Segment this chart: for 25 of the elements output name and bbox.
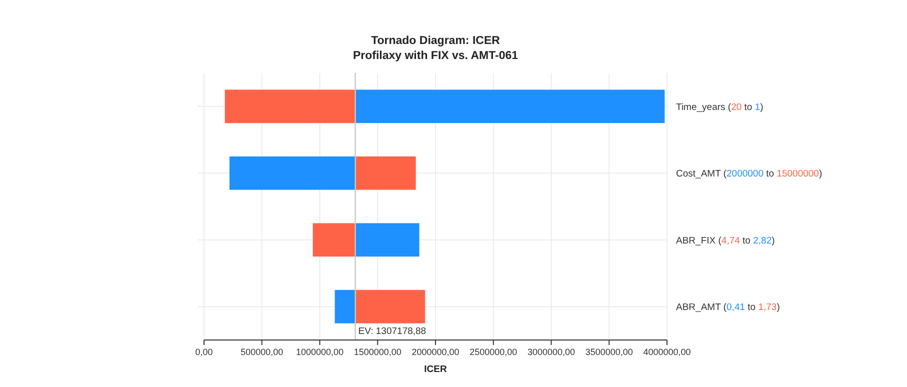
- bar: [356, 223, 420, 257]
- y-tick-label: Time_years (20 to 1): [676, 102, 764, 113]
- bar: [334, 290, 356, 324]
- chart-title: Tornado Diagram: ICER: [371, 35, 501, 47]
- x-tick-label: 1500000,00: [354, 347, 402, 357]
- x-tick-label: 4000000,00: [643, 347, 691, 357]
- bar: [224, 90, 356, 124]
- y-tick-label: ABR_FIX (4,74 to 2,82): [676, 235, 775, 246]
- x-axis-title: ICER: [424, 364, 447, 375]
- bar: [356, 290, 426, 324]
- x-tick-label: 500000,00: [240, 347, 284, 357]
- chart-subtitle: Profilaxy with FIX vs. AMT-061: [352, 50, 519, 62]
- x-tick-label: 2000000,00: [412, 347, 460, 357]
- x-tick-label: 2500000,00: [470, 347, 518, 357]
- x-tick-label: 3500000,00: [585, 347, 633, 357]
- bar: [356, 90, 665, 124]
- bar: [229, 156, 356, 190]
- bar: [356, 156, 416, 190]
- x-tick-label: 3000000,00: [527, 347, 576, 357]
- x-tick-label: 1000000,00: [296, 347, 344, 357]
- ref-line-label: EV: 1307178,88: [358, 326, 426, 337]
- y-tick-label: Cost_AMT (2000000 to 15000000): [676, 168, 822, 180]
- x-tick-label: 0,00: [195, 347, 213, 357]
- bar: [312, 223, 356, 257]
- y-tick-label: ABR_AMT (0,41 to 1,73): [676, 302, 780, 314]
